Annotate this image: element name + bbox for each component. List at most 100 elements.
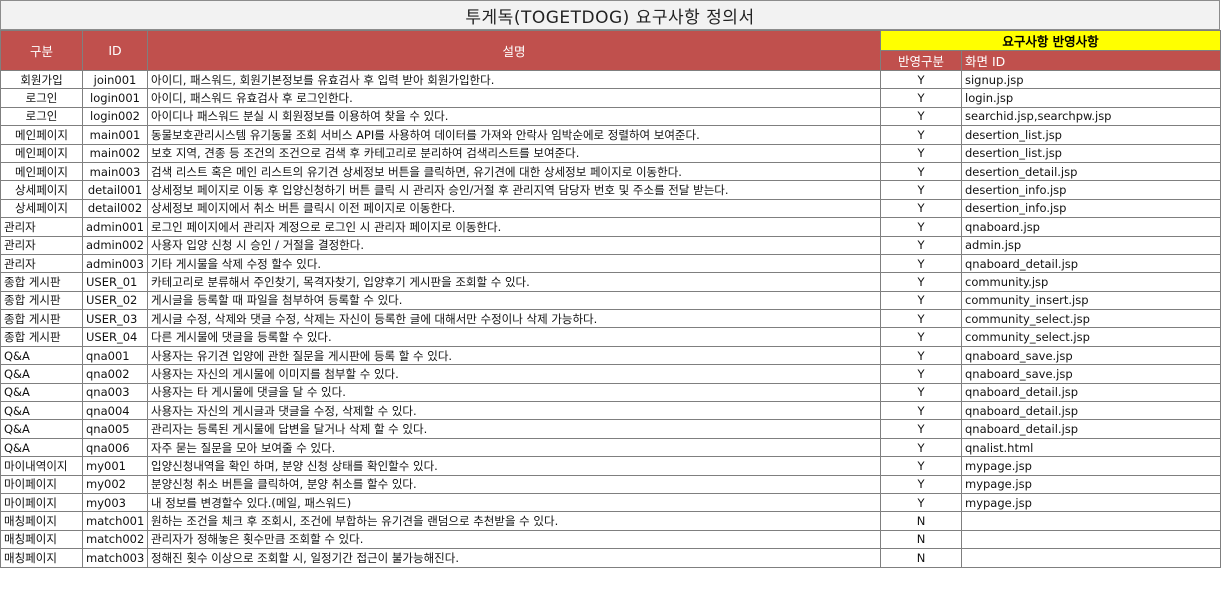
cell-reflected: Y: [880, 272, 962, 292]
table-row: 마이페이지 my002 분양신청 취소 버튼을 클릭하여, 분양 취소를 할수 있다…: [0, 474, 1222, 494]
cell-reflected: Y: [880, 69, 962, 90]
cell-reflected: N: [880, 548, 962, 568]
cell-screen-id: community_select.jsp: [960, 309, 1222, 329]
cell-description: 동물보호관리시스템 유기동물 조회 서비스 API를 사용하여 데이터를 가져와…: [147, 125, 881, 145]
cell-description: 카테고리로 분류해서 주인찾기, 목격자찾기, 입양후기 게시판을 조회할 수 …: [147, 272, 881, 292]
cell-screen-id: desertion_info.jsp: [960, 198, 1222, 219]
header-reflection-group: 요구사항 반영사항: [879, 30, 1222, 51]
cell-screen-id: qnaboard_detail.jsp: [960, 253, 1222, 274]
cell-screen-id: desertion_detail.jsp: [960, 161, 1222, 182]
table-row: 메인페이지 main002 보호 지역, 견종 등 조건의 조건으로 검색 후 카테…: [0, 143, 1222, 163]
cell-id: USER_04: [82, 327, 148, 347]
cell-reflected: Y: [880, 106, 962, 127]
cell-reflected: Y: [880, 492, 962, 513]
cell-id: my001: [82, 456, 148, 476]
cell-description: 사용자는 자신의 게시물에 이미지를 첨부할 수 있다.: [147, 364, 881, 384]
cell-screen-id: qnaboard.jsp: [960, 217, 1222, 237]
table-row: 매칭페이지 match001 원하는 조건을 체크 후 조회시, 조건에 부합하는 …: [0, 511, 1222, 531]
cell-description: 관리자는 등록된 게시물에 답변을 달거나 삭제 할 수 있다.: [147, 419, 881, 439]
cell-id: main001: [82, 125, 148, 145]
cell-description: 아이디, 패스워드 유효검사 후 로그인한다.: [147, 88, 881, 108]
cell-category: 로그인: [0, 106, 83, 127]
cell-category: 종합 게시판: [0, 327, 83, 347]
cell-id: match002: [82, 529, 148, 550]
cell-id: detail001: [82, 180, 148, 200]
cell-description: 원하는 조건을 체크 후 조회시, 조건에 부합하는 유기견을 랜덤으로 추천받…: [147, 511, 881, 531]
header-description: 설명: [147, 30, 881, 71]
cell-category: 메인페이지: [0, 143, 83, 163]
cell-id: admin001: [82, 217, 148, 237]
cell-screen-id: [960, 548, 1222, 568]
cell-reflected: Y: [880, 125, 962, 145]
cell-screen-id: qnaboard_detail.jsp: [960, 382, 1222, 403]
cell-description: 게시글 수정, 삭제와 댓글 수정, 삭제는 자신이 등록한 글에 대해서만 수…: [147, 309, 881, 329]
cell-screen-id: [960, 511, 1222, 531]
cell-id: qna002: [82, 364, 148, 384]
cell-category: 메인페이지: [0, 161, 83, 182]
cell-description: 다른 게시물에 댓글을 등록할 수 있다.: [147, 327, 881, 347]
cell-category: 관리자: [0, 253, 83, 274]
cell-screen-id: qnalist.html: [960, 437, 1222, 458]
cell-description: 분양신청 취소 버튼을 클릭하여, 분양 취소를 할수 있다.: [147, 474, 881, 494]
cell-id: qna005: [82, 419, 148, 439]
cell-category: Q&A: [0, 437, 83, 458]
cell-category: 마이내역이지: [0, 456, 83, 476]
table-row: Q&A qna004 사용자는 자신의 게시글과 댓글을 수정, 삭제할 수 있다.…: [0, 401, 1222, 421]
cell-screen-id: [960, 529, 1222, 550]
table-row: 종합 게시판 USER_01 카테고리로 분류해서 주인찾기, 목격자찾기, 입양후…: [0, 272, 1222, 292]
cell-id: login001: [82, 88, 148, 108]
cell-description: 게시글을 등록할 때 파일을 첨부하여 등록할 수 있다.: [147, 290, 881, 311]
cell-category: 마이페이지: [0, 474, 83, 494]
cell-id: main003: [82, 161, 148, 182]
table-row: 관리자 admin001 로그인 페이지에서 관리자 계정으로 로그인 시 관리자 …: [0, 217, 1222, 237]
cell-id: match003: [82, 548, 148, 568]
cell-category: 매칭페이지: [0, 529, 83, 550]
cell-description: 사용자 입양 신청 시 승인 / 거절을 결정한다.: [147, 235, 881, 255]
cell-reflected: Y: [880, 437, 962, 458]
table-row: 회원가입 join001 아이디, 패스워드, 회원기본정보를 유효검사 후 입력 …: [0, 69, 1222, 90]
cell-screen-id: signup.jsp: [960, 69, 1222, 90]
cell-category: 매칭페이지: [0, 511, 83, 531]
table-row: Q&A qna005 관리자는 등록된 게시물에 답변을 달거나 삭제 할 수 있다…: [0, 419, 1222, 439]
cell-category: 상세페이지: [0, 198, 83, 219]
cell-category: 메인페이지: [0, 125, 83, 145]
cell-id: admin003: [82, 253, 148, 274]
cell-id: USER_02: [82, 290, 148, 311]
cell-screen-id: desertion_info.jsp: [960, 180, 1222, 200]
header-reflection-type: 반영구분: [880, 50, 962, 71]
header-screen-id: 화면 ID: [960, 50, 1222, 71]
table-row: 메인페이지 main003 검색 리스트 혹은 메인 리스트의 유기견 상세정보 버…: [0, 161, 1222, 182]
cell-category: 관리자: [0, 217, 83, 237]
cell-reflected: Y: [880, 290, 962, 311]
table-row: 매칭페이지 match003 정해진 횟수 이상으로 조회할 시, 일정기간 접근이…: [0, 548, 1222, 568]
cell-screen-id: qnaboard_detail.jsp: [960, 419, 1222, 439]
cell-screen-id: community.jsp: [960, 272, 1222, 292]
cell-screen-id: searchid.jsp,searchpw.jsp: [960, 106, 1222, 127]
cell-reflected: Y: [880, 419, 962, 439]
cell-description: 아이디나 패스워드 분실 시 회원정보를 이용하여 찾을 수 있다.: [147, 106, 881, 127]
cell-description: 내 정보를 변경할수 있다.(메일, 패스워드): [147, 492, 881, 513]
cell-id: qna003: [82, 382, 148, 403]
cell-description: 기타 게시물을 삭제 수정 할수 있다.: [147, 253, 881, 274]
requirements-table: 구분 ID 설명 요구사항 반영사항 반영구분 화면 ID 회원가입 join00…: [0, 30, 1222, 568]
cell-screen-id: login.jsp: [960, 88, 1222, 108]
cell-category: Q&A: [0, 382, 83, 403]
header-id: ID: [82, 30, 148, 71]
cell-reflected: N: [880, 529, 962, 550]
table-row: 메인페이지 main001 동물보호관리시스템 유기동물 조회 서비스 API를 사…: [0, 125, 1222, 145]
cell-category: 마이페이지: [0, 492, 83, 513]
cell-id: my003: [82, 492, 148, 513]
cell-category: 관리자: [0, 235, 83, 255]
cell-id: match001: [82, 511, 148, 531]
table-row: 상세페이지 detail002 상세정보 페이지에서 취소 버튼 클릭시 이전 페이…: [0, 198, 1222, 219]
cell-reflected: Y: [880, 198, 962, 219]
cell-reflected: Y: [880, 382, 962, 403]
cell-category: 매칭페이지: [0, 548, 83, 568]
